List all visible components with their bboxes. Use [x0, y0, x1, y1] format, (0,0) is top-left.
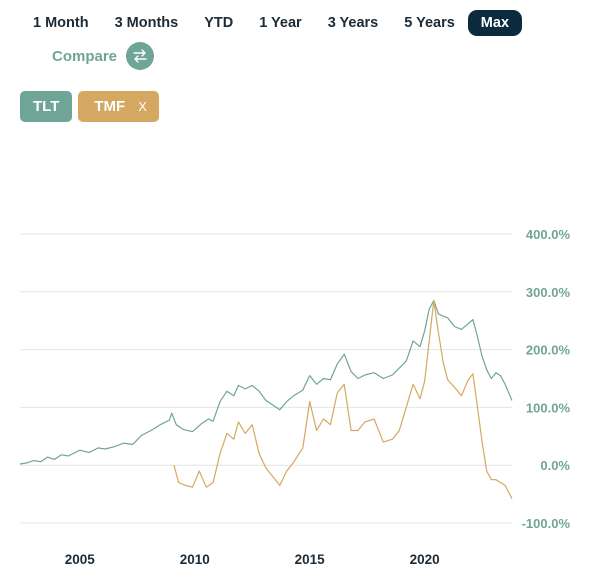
y-tick-label: 100.0% [526, 400, 571, 415]
range-5-years[interactable]: 5 Years [404, 15, 455, 31]
x-tick-label: 2010 [180, 552, 210, 567]
x-tick-label: 2015 [295, 552, 326, 567]
series-line-tmf [173, 299, 513, 499]
series-line-tlt [19, 299, 513, 465]
remove-ticker-icon[interactable]: X [138, 99, 147, 114]
time-range-selector: 1 Month 3 Months YTD 1 Year 3 Years 5 Ye… [20, 9, 523, 37]
ticker-tag-tmf[interactable]: TMF X [78, 91, 159, 122]
swap-arrows-icon[interactable] [126, 42, 155, 70]
x-tick-label: 2020 [410, 552, 440, 567]
range-3-years[interactable]: 3 Years [327, 15, 379, 31]
y-tick-label: 0.0% [540, 458, 570, 473]
range-max[interactable]: Max [467, 10, 523, 36]
range-1-year[interactable]: 1 Year [259, 15, 302, 31]
x-tick-label: 2005 [65, 552, 96, 567]
compare-label: Compare [52, 47, 118, 65]
ticker-tag-tlt[interactable]: TLT [20, 91, 73, 122]
performance-chart: 400.0% 300.0% 200.0% 100.0% 0.0% -100.0% 2005 2… [19, 227, 571, 567]
range-ytd[interactable]: YTD [204, 15, 234, 31]
ticker-tag-tmf-label: TMF [94, 98, 126, 115]
range-1-month[interactable]: 1 Month [33, 15, 89, 31]
y-tick-label: 300.0% [526, 285, 571, 300]
ticker-tags: TLT TMF X [20, 91, 159, 122]
y-tick-label: 200.0% [526, 343, 571, 358]
y-tick-label: 400.0% [526, 227, 571, 242]
compare-button[interactable]: Compare [52, 42, 155, 70]
range-3-months[interactable]: 3 Months [114, 15, 179, 31]
y-tick-label: -100.0% [522, 516, 571, 531]
